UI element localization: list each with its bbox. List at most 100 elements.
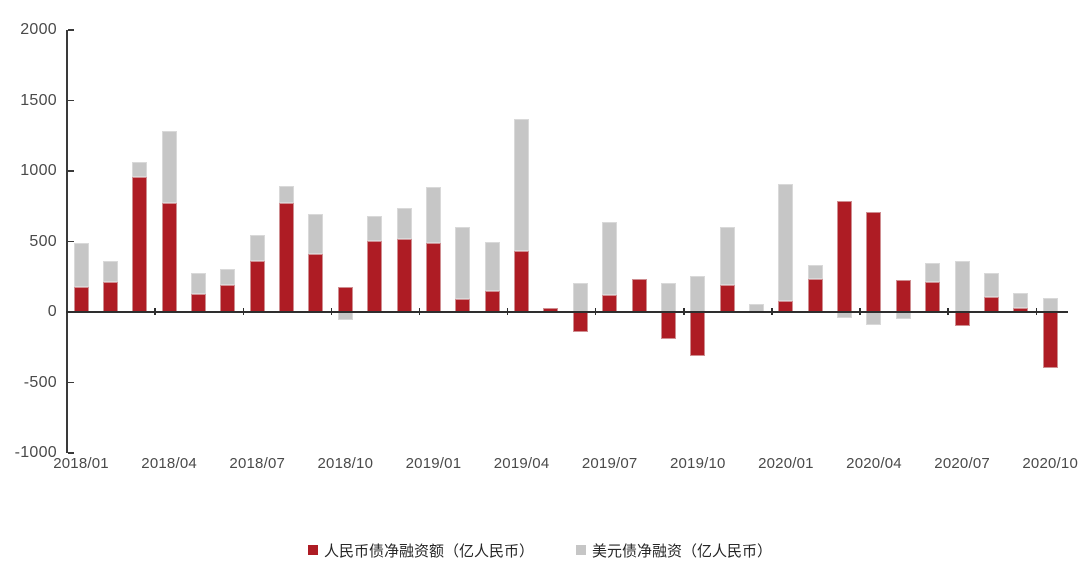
x-axis-tick [947,308,949,315]
legend-item: 人民币债净融资额（亿人民币） [307,540,534,561]
bar-segment-cny [190,294,206,312]
bar-segment-cny [514,251,530,312]
bar-segment-usd [220,268,236,286]
y-axis-tick [67,240,74,243]
bar-segment-usd [807,264,823,279]
bar-segment-cny [837,200,853,312]
bar-segment-cny [279,203,295,312]
bar-segment-cny [337,287,353,312]
legend-item: 美元债净融资（亿人民币） [576,540,772,561]
bar-segment-usd [455,227,471,299]
legend-label: 人民币债净融资额（亿人民币） [323,542,534,560]
bar-segment-usd [983,272,999,298]
x-axis-line [66,311,1068,313]
bar-segment-cny [602,295,618,312]
bar-segment-usd [396,208,412,240]
bar-segment-cny [631,278,647,312]
bar-segment-usd [514,118,530,252]
bar-segment-usd [866,312,882,326]
bar-segment-usd [249,235,265,261]
bar-segment-usd [954,261,970,312]
bar-segment-cny [866,211,882,312]
x-axis-tick-label: 2019/07 [581,455,638,472]
bar-segment-usd [572,283,588,312]
bar-segment-cny [367,240,383,312]
bar-segment-cny [572,312,588,333]
bar-segment-cny [102,281,118,312]
bar-segment-usd [161,130,177,203]
y-axis-tick [67,99,74,102]
bar-segment-usd [925,262,941,283]
bar-segment-cny [425,242,441,312]
bar-segment-cny [690,312,706,357]
bar-segment-usd [102,261,118,282]
y-axis-tick-label: 1000 [20,162,57,179]
bar-segment-cny [660,312,676,340]
y-axis-tick [67,452,74,454]
y-axis-tick-label: 1500 [20,91,57,109]
x-axis-tick-label: 2020/01 [758,455,814,472]
bar-segment-usd [484,241,500,291]
x-axis-tick-label: 2020/10 [1022,455,1079,472]
x-axis-tick [683,308,685,315]
bar-segment-usd [778,184,794,302]
x-axis-tick-label: 2020/07 [934,455,990,472]
bar-segment-cny [249,260,265,312]
bar-segment-usd [132,161,148,178]
x-axis-tick [1035,308,1037,315]
bar-segment-cny [983,297,999,312]
bar-segment-cny [396,239,412,312]
legend-swatch-cny-icon [307,545,318,555]
bar-segment-usd [425,186,441,243]
bar-segment-usd [1013,292,1029,309]
legend-label: 美元债净融资（亿人民币） [592,542,773,560]
x-axis-tick [594,308,597,315]
bar-segment-cny [954,312,970,327]
bar-segment-usd [602,222,618,296]
bar-segment-cny [484,290,500,312]
x-axis-tick [330,308,333,315]
bar-segment-cny [925,282,941,312]
bar-segment-cny [132,177,148,312]
x-axis-tick [859,308,861,315]
bar-segment-usd [690,276,706,312]
y-axis-tick-label: -1000 [14,444,57,461]
bar-segment-cny [719,285,735,312]
x-axis-tick [418,308,421,315]
bar-segment-usd [337,312,353,321]
bar-segment-cny [73,286,89,312]
bar-segment-usd [895,312,911,320]
x-axis-tick-label: 2018/04 [141,455,197,472]
bar-segment-cny [1042,312,1058,368]
bar-segment-cny [455,298,471,312]
legend: 人民币债净融资额（亿人民币） 美元债净融资（亿人民币） [0,538,1080,562]
y-axis-tick-label: -500 [23,373,57,391]
x-axis-tick [242,308,245,315]
y-axis-tick-label: 0 [47,303,57,320]
bar-segment-usd [367,216,383,241]
bar-segment-cny [220,285,236,312]
bar-segment-usd [1042,297,1058,312]
x-axis-tick-label: 2018/10 [317,455,374,472]
bar-segment-usd [190,272,206,295]
y-axis-tick-label: 2000 [20,21,57,38]
y-axis-tick [67,381,74,384]
y-axis-tick-label: 500 [29,232,57,250]
bar-segment-cny [161,202,177,312]
bar-segment-usd [279,185,295,204]
x-axis-tick-label: 2018/01 [53,455,109,472]
y-axis-tick [67,170,74,172]
bar-segment-usd [719,227,735,286]
x-axis-tick-label: 2019/01 [405,455,462,472]
x-axis-tick [506,308,509,315]
x-axis-tick-label: 2019/10 [669,455,726,472]
legend-swatch-usd-icon [576,545,586,555]
bar-segment-usd [308,214,324,255]
bar-segment-cny [807,278,823,312]
y-axis-tick [67,29,74,31]
x-axis-tick-label: 2018/07 [229,455,286,472]
y-axis-line [66,30,68,453]
x-axis-tick-label: 2020/04 [846,455,902,472]
x-axis-tick-label: 2019/04 [493,455,550,472]
